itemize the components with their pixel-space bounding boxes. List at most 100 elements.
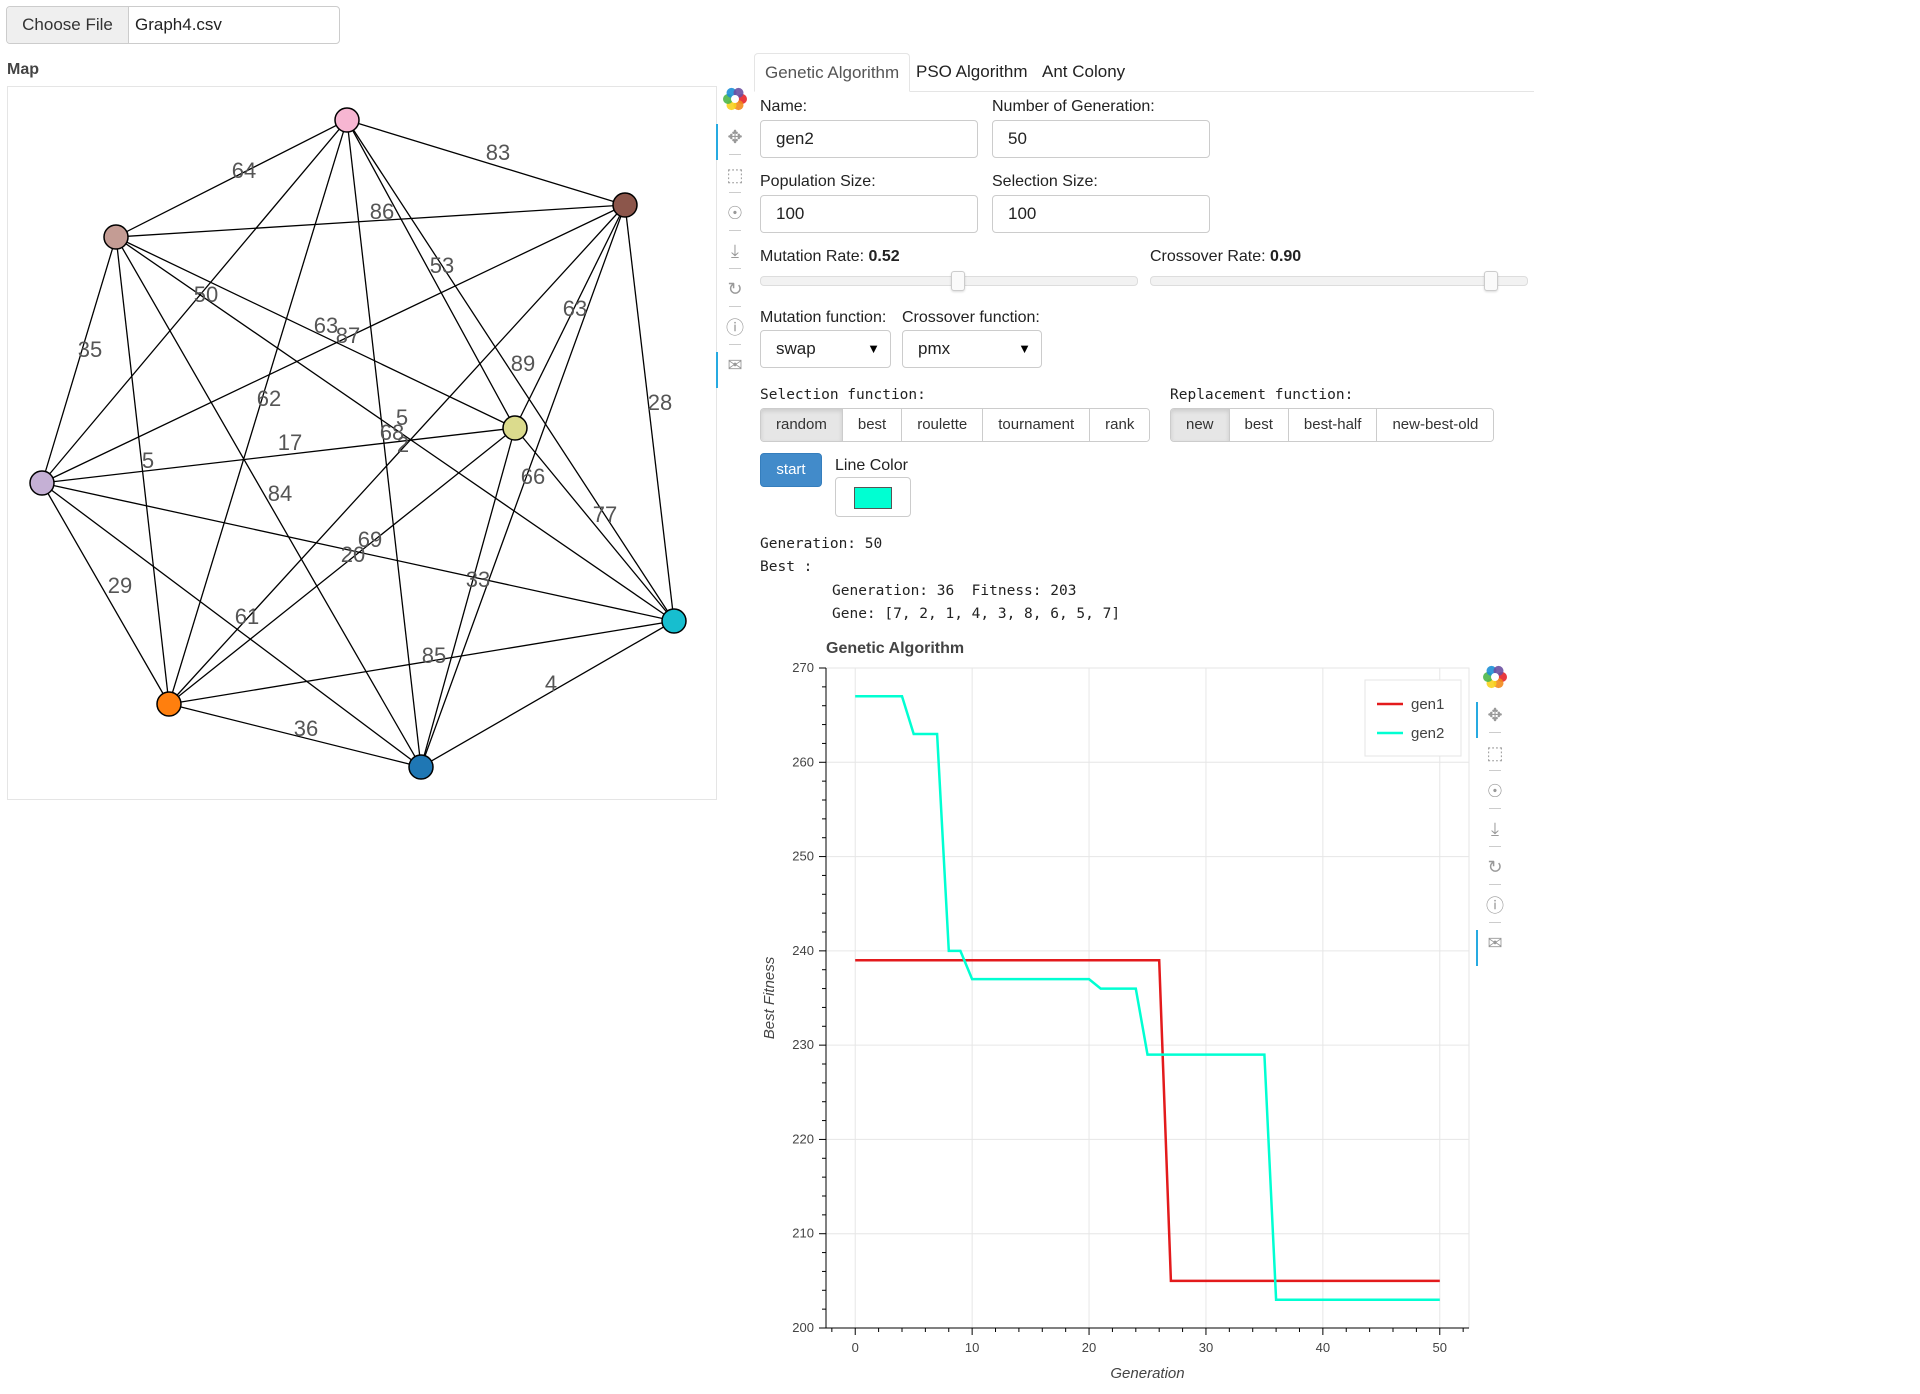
graph-node-orange[interactable] [156,691,182,717]
map-edge [41,427,516,484]
edge-weight-label: 63 [563,296,587,321]
bokeh-logo-icon[interactable] [720,84,750,114]
x-tick-label: 10 [965,1340,979,1355]
choose-file-button[interactable]: Choose File [7,7,129,43]
crossover-rate-label: Crossover Rate: [1150,248,1271,265]
graph-node-tan[interactable] [103,224,129,250]
x-tick-label: 20 [1082,1340,1096,1355]
edge-weight-label: 89 [511,351,535,376]
edge-weight-label: 87 [336,323,360,348]
tab-ant-colony[interactable]: Ant Colony [1042,62,1126,81]
map-plot[interactable]: 64 83 86 53 50 63 87 35 62 5 68 2 89 63 28 17 5 84 66 77 69 2… [7,86,717,800]
tab-pso-algorithm[interactable]: PSO Algorithm [916,62,1028,81]
bokeh-logo-icon[interactable] [1480,662,1510,692]
map-toolbar: ✥ ⬚ ☉ ⤓ ↻ ⓘ ✉ [716,84,750,404]
replacement-best-button[interactable]: best [1229,409,1289,441]
graph-node-cyan[interactable] [661,608,687,634]
selection-best-button[interactable]: best [842,409,903,441]
mutation-rate-handle[interactable] [950,271,965,291]
edge-weight-label: 66 [521,464,545,489]
pan-icon[interactable]: ✥ [716,122,750,160]
series-line-gen1 [855,959,1440,1283]
replacement-best-half-button[interactable]: best-half [1288,409,1378,441]
line-color-picker[interactable] [835,477,911,517]
population-input[interactable]: 100 [760,195,978,233]
help-icon[interactable]: ⓘ [1486,896,1504,916]
y-axis-label: Best Fitness [761,956,778,1039]
crossover-rate-slider[interactable] [1150,271,1528,291]
mutation-rate-title: Mutation Rate: 0.52 [760,248,900,266]
best-label: Best : [760,559,813,575]
replacement-function-label: Replacement function: [1170,387,1354,403]
edge-weight-label: 29 [108,573,132,598]
fitness-chart[interactable]: 0 10 20 30 40 50 200 210 220 230 240 250 260 270 Gener… [756,658,1476,1394]
selection-function-label: Selection function: [760,387,926,403]
tab-genetic-algorithm[interactable]: Genetic Algorithm [754,53,911,92]
start-button[interactable]: start [760,453,822,487]
y-tick-label: 200 [792,1320,814,1335]
toolbar-separator [1489,770,1501,771]
edge-weight-label: 61 [235,604,259,629]
toolbar-separator [729,192,741,193]
map-graph[interactable]: 6483865350638735625682896328175846677692… [8,87,716,799]
mutation-function-select[interactable]: swap ▼ [760,330,891,368]
wheel-zoom-icon[interactable]: ☉ [726,202,744,223]
mutation-rate-slider[interactable] [760,271,1138,291]
mutation-rate-label: Mutation Rate: [760,248,869,265]
edge-weight-label: 62 [257,386,281,411]
wheel-zoom-icon[interactable]: ☉ [1486,780,1504,801]
graph-node-brown[interactable] [612,192,638,218]
map-edge [115,236,675,622]
graph-node-pink[interactable] [334,107,360,133]
y-tick-label: 240 [792,943,814,958]
generation-readout: Generation: 50 [760,536,883,552]
hover-icon[interactable]: ✉ [1476,928,1510,966]
graph-node-lavender[interactable] [29,470,55,496]
crossover-function-value: pmx [918,339,951,358]
toolbar-separator [729,306,741,307]
graph-node-blue[interactable] [408,754,434,780]
hover-icon[interactable]: ✉ [716,350,750,388]
save-icon[interactable]: ⤓ [731,240,739,261]
edge-weight-label: 5 [396,405,408,430]
help-icon[interactable]: ⓘ [726,318,744,338]
reset-icon[interactable]: ↻ [1487,856,1503,877]
generations-input[interactable]: 50 [992,120,1210,158]
selection-tournament-button[interactable]: tournament [983,409,1091,441]
replacement-new-best-old-button[interactable]: new-best-old [1377,409,1494,441]
crossover-function-select[interactable]: pmx ▼ [902,330,1042,368]
selection-size-input[interactable]: 100 [992,195,1210,233]
box-zoom-icon[interactable]: ⬚ [1486,742,1504,763]
best-gene-readout: Gene: [7, 2, 1, 4, 3, 8, 6, 5, 7] [832,606,1121,622]
name-input[interactable]: gen2 [760,120,978,158]
map-edge [420,204,626,768]
map-edge [115,204,626,238]
crossover-rate-handle[interactable] [1484,271,1499,291]
toolbar-separator [729,154,741,155]
map-edge [168,703,422,768]
x-axis-label: Generation [1110,1365,1184,1382]
population-label: Population Size: [760,173,876,190]
map-edge [168,119,348,705]
crossover-rate-value: 0.90 [1270,248,1302,265]
map-edge [41,482,170,705]
selection-random-button[interactable]: random [761,409,843,441]
map-edge [41,482,422,768]
selection-rank-button[interactable]: rank [1090,409,1150,441]
reset-icon[interactable]: ↻ [727,278,743,299]
edge-weight-label: 2 [397,432,409,457]
series-line-gen2 [855,695,1440,1301]
box-zoom-icon[interactable]: ⬚ [726,164,744,185]
file-chooser[interactable]: Choose File Graph4.csv [6,6,340,44]
crossover-rate-title: Crossover Rate: 0.90 [1150,248,1301,266]
x-tick-label: 30 [1199,1340,1213,1355]
edge-weight-label: 17 [278,430,302,455]
y-tick-label: 220 [792,1131,814,1146]
save-icon[interactable]: ⤓ [1491,818,1499,839]
graph-node-olive[interactable] [502,415,528,441]
selection-roulette-button[interactable]: roulette [902,409,984,441]
pan-icon[interactable]: ✥ [1476,700,1510,738]
replacement-new-button[interactable]: new [1171,409,1230,441]
map-edge [346,119,516,429]
toolbar-separator [1489,808,1501,809]
